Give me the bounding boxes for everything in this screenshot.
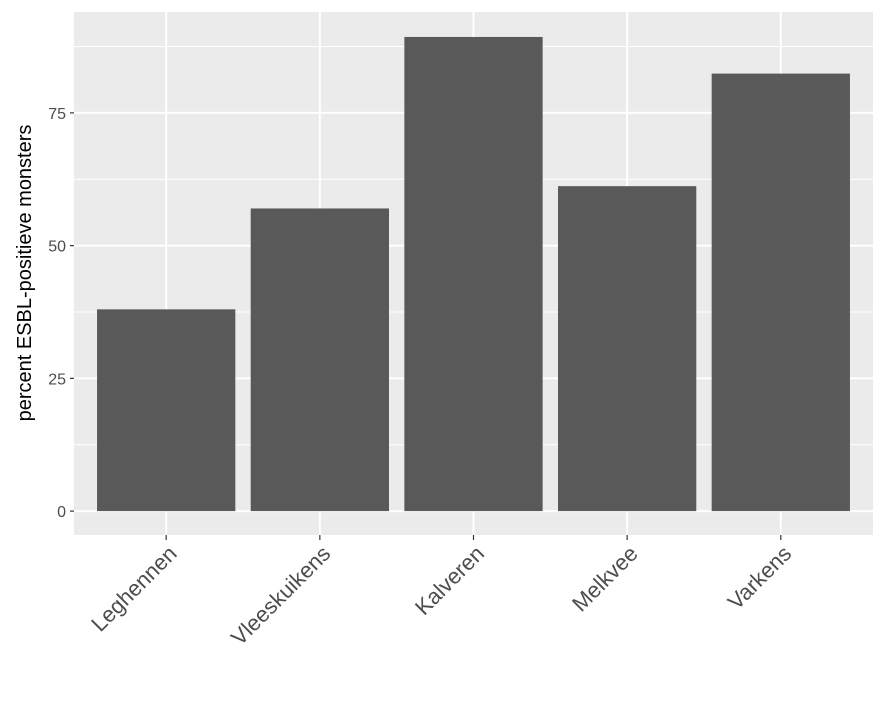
bar-leghennen: [97, 309, 236, 512]
x-tick-label: Leghennen: [86, 541, 182, 637]
x-axis: Leghennen Vleeskuikens Kalveren Melkvee Vark…: [86, 535, 796, 650]
y-axis-title: percent ESBL-positieve monsters: [14, 125, 36, 422]
y-tick-label: 75: [48, 106, 66, 123]
bar-varkens: [711, 73, 850, 512]
bar-vleeskuikens: [250, 208, 389, 512]
y-axis: 0 25 50 75: [48, 106, 74, 521]
x-tick-label: Melkvee: [567, 541, 643, 617]
x-tick-label: Vleeskuikens: [226, 541, 335, 650]
y-tick-label: 25: [48, 371, 66, 388]
bar-melkvee: [558, 186, 697, 512]
x-tick-label: Kalveren: [410, 541, 489, 620]
y-tick-label: 50: [48, 239, 66, 256]
y-tick-label: 0: [57, 504, 66, 521]
x-tick-label: Varkens: [723, 541, 797, 615]
bars: [97, 36, 850, 512]
bar-kalveren: [404, 36, 543, 512]
